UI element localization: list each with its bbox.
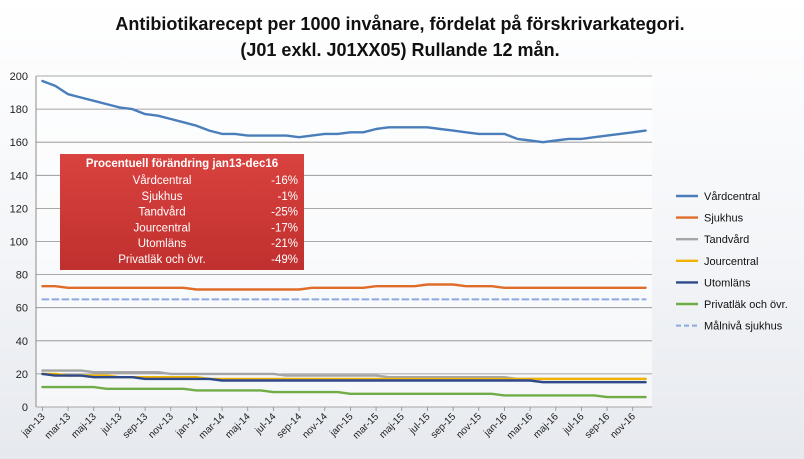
x-tick-label: nov-16 <box>608 411 638 441</box>
change-summary-label: Jourcentral <box>134 222 191 234</box>
series-line-utomlans <box>41 372 647 384</box>
x-tick-label: mar-15 <box>351 411 381 441</box>
change-summary-label: Sjukhus <box>142 191 183 203</box>
change-summary-label: Utomläns <box>138 238 187 250</box>
x-tick-label: nov-15 <box>454 411 484 441</box>
legend-label-utomlans: Utomläns <box>704 277 751 289</box>
change-summary-value: -49% <box>271 254 298 266</box>
change-summary-label: Vårdcentral <box>133 175 192 187</box>
change-summary-label: Privatläk och övr. <box>118 254 206 266</box>
change-summary-value: -16% <box>271 175 298 187</box>
x-tick-label: mar-13 <box>43 411 73 441</box>
y-tick-label: 60 <box>16 303 28 315</box>
chart-title: Antibiotikarecept per 1000 invånare, för… <box>115 14 684 34</box>
legend-label-malniva-sjukhus: Målnivå sjukhus <box>704 321 783 333</box>
change-summary-value: -1% <box>278 191 298 203</box>
y-tick-label: 80 <box>16 270 28 282</box>
x-tick-label: mar-14 <box>197 411 227 441</box>
y-tick-label: 100 <box>10 237 28 249</box>
x-tick-label: sep-16 <box>583 411 613 441</box>
y-tick-label: 20 <box>16 369 28 381</box>
series-line-sjukhus <box>41 283 647 291</box>
legend-label-tandvard: Tandvård <box>704 234 749 246</box>
change-summary-value: -21% <box>271 238 298 250</box>
change-summary-value: -17% <box>271 222 298 234</box>
legend-label-sjukhus: Sjukhus <box>704 213 744 225</box>
change-summary-value: -25% <box>271 207 298 219</box>
x-tick-label: nov-13 <box>146 411 176 441</box>
y-tick-label: 200 <box>10 71 28 83</box>
y-tick-label: 140 <box>10 170 28 182</box>
x-tick-label: sep-14 <box>275 411 305 441</box>
change-summary-title: Procentuell förändring jan13-dec16 <box>86 158 278 170</box>
x-tick-label: maj-16 <box>531 411 561 441</box>
change-summary-label: Tandvård <box>138 207 185 219</box>
change-summary-box <box>60 154 304 270</box>
legend-label-vardcentral: Vårdcentral <box>704 191 760 203</box>
x-tick-label: sep-15 <box>429 411 459 441</box>
x-tick-label: mar-16 <box>505 411 535 441</box>
x-tick-label: sep-13 <box>121 411 151 441</box>
legend-label-privatlak-och-ovr: Privatläk och övr. <box>704 299 788 311</box>
y-tick-label: 0 <box>22 402 28 414</box>
y-tick-label: 120 <box>10 203 28 215</box>
x-tick-label: nov-14 <box>300 411 330 441</box>
series-line-jourcentral <box>41 372 647 381</box>
x-tick-label: maj-14 <box>223 411 253 441</box>
x-tick-label: maj-15 <box>377 411 407 441</box>
legend-label-jourcentral: Jourcentral <box>704 256 758 268</box>
series-line-vardcentral <box>41 79 647 144</box>
y-tick-label: 160 <box>10 137 28 149</box>
y-tick-label: 180 <box>10 104 28 116</box>
x-tick-label: maj-13 <box>69 411 99 441</box>
y-tick-label: 40 <box>16 336 28 348</box>
chart-subtitle: (J01 exkl. J01XX05) Rullande 12 mån. <box>240 40 559 60</box>
series-line-privatlak-och-ovr <box>41 385 647 399</box>
